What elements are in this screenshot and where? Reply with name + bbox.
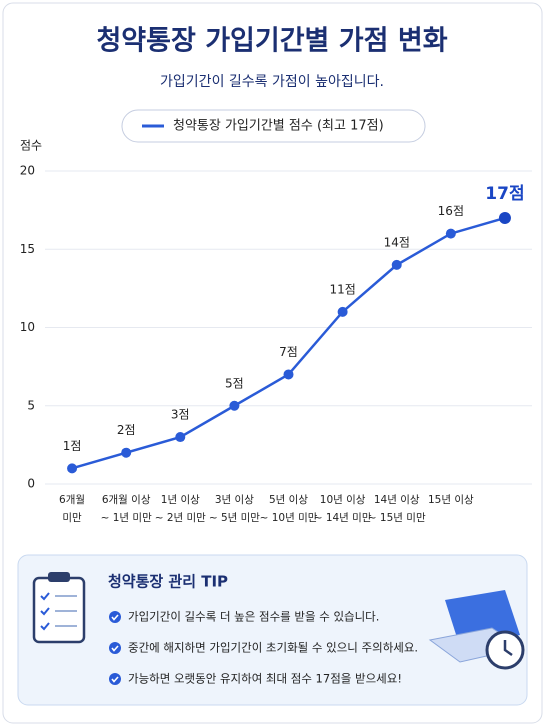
data-label: 11점: [329, 282, 355, 296]
point: [175, 432, 186, 443]
legend-box: [121, 109, 426, 143]
x-tick-label: ~ 5년 미만: [209, 512, 260, 524]
point: [67, 463, 78, 474]
x-tick-label: 6개월: [59, 494, 85, 506]
data-label: 7점: [279, 345, 298, 359]
point: [229, 400, 240, 411]
data-label: 2점: [117, 423, 136, 437]
data-label: 16점: [438, 204, 464, 218]
chart-title: 청약통장 가입기간별 가점 변화: [96, 26, 447, 57]
point: [391, 259, 402, 270]
y-tick-label: 10: [20, 320, 35, 334]
x-tick-label: 6개월 이상: [102, 494, 151, 506]
x-tick-label: ~ 10년 미만: [260, 512, 318, 524]
data-label: 5점: [225, 376, 244, 390]
tip-item: 가능하면 오랫동안 유지하여 최대 점수 17점을 받으세요!: [128, 672, 402, 686]
x-tick-label: 14년 이상: [374, 494, 420, 506]
check-icon: [109, 611, 121, 623]
check-icon: [109, 673, 121, 685]
check-mark: [111, 676, 119, 683]
x-tick-label: ~ 14년 미만: [314, 512, 372, 524]
clipboard-icon: [32, 572, 86, 644]
y-tick-label: 20: [20, 164, 35, 178]
x-tick-label: ~ 1년 미만: [101, 512, 152, 524]
point: [283, 369, 294, 380]
data-label: 1점: [63, 439, 82, 453]
x-tick-label: 1년 이상: [161, 494, 200, 506]
y-tick-label: 0: [27, 477, 35, 491]
check-mark: [111, 614, 119, 621]
y-axis-label: 점수: [20, 139, 42, 153]
point: [445, 228, 456, 239]
y-tick-label: 5: [27, 398, 35, 412]
tip-box: [17, 554, 528, 706]
x-tick-label: 3년 이상: [215, 494, 254, 506]
data-label: 3점: [171, 408, 190, 422]
subtitle: 가입기간이 길수록 가점이 높아집니다.: [160, 74, 384, 90]
x-tick-label: 미만: [62, 512, 82, 524]
x-tick-label: 5년 이상: [269, 494, 308, 506]
x-tick-label: 15년 이상: [428, 494, 474, 506]
point: [121, 447, 132, 458]
laptop-clock-icon: [428, 590, 525, 670]
data-label: 14점: [384, 235, 410, 249]
tip-item: 가입기간이 길수록 더 높은 점수를 받을 수 있습니다.: [128, 610, 379, 624]
y-tick-label: 15: [20, 242, 35, 256]
x-tick-label: ~ 2년 미만: [155, 512, 206, 524]
data-label: 17점: [485, 184, 524, 204]
check-mark: [111, 645, 119, 652]
x-tick-label: ~ 15년 미만: [368, 512, 426, 524]
tip-title: 청약통장 관리 TIP: [108, 573, 228, 591]
tip-item: 중간에 해지하면 가입기간이 초기화될 수 있으니 주의하세요.: [128, 641, 418, 655]
point: [337, 306, 348, 317]
point: [498, 211, 511, 224]
x-tick-label: 10년 이상: [320, 494, 366, 506]
legend-label: 청약통장 가입기간별 점수 (최고 17점): [173, 119, 384, 134]
check-icon: [109, 642, 121, 654]
